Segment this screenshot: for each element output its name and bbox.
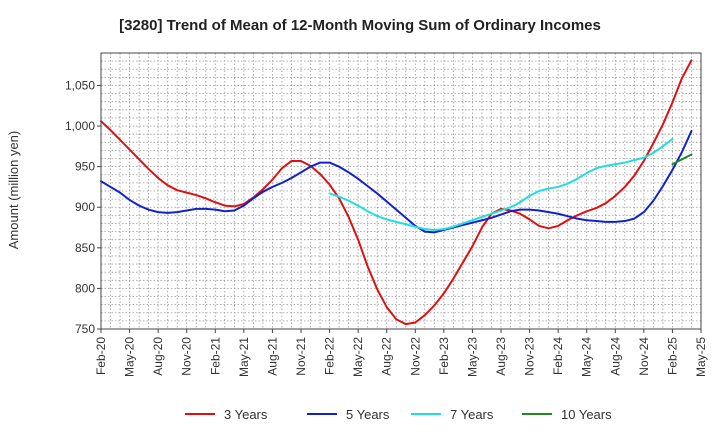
series-line-5-years: [100, 129, 693, 234]
x-tick-label: May-21: [237, 337, 251, 377]
series-lines: [100, 59, 693, 326]
x-tick-label: Nov-24: [637, 337, 651, 376]
x-tick-label: Feb-20: [94, 337, 108, 375]
y-tick-label: 750: [75, 322, 95, 336]
x-tick-label: Nov-22: [408, 337, 422, 376]
x-tick-label: Feb-21: [208, 337, 222, 375]
x-axis-ticks: Feb-20 May-20 Aug-20 Nov-20 Feb-21 May-21 Aug-…: [94, 329, 708, 377]
y-tick-label: 1,050: [65, 78, 95, 92]
series-line-10-years: [671, 153, 693, 166]
x-tick-label: Nov-20: [180, 337, 194, 376]
series-line-7-years: [328, 138, 674, 231]
y-tick-label: 850: [75, 241, 95, 255]
series-line-3-years: [100, 59, 693, 326]
legend: 3 Years 5 Years 7 Years 10 Years: [185, 407, 612, 422]
x-tick-label: Nov-23: [523, 337, 537, 376]
x-tick-label: Feb-25: [665, 337, 679, 375]
x-tick-label: Aug-23: [494, 337, 508, 376]
x-tick-label: Nov-21: [294, 337, 308, 376]
x-tick-label: Feb-24: [551, 337, 565, 375]
x-tick-label: May-22: [351, 337, 365, 377]
x-tick-label: Aug-22: [380, 337, 394, 376]
y-tick-label: 1,000: [65, 119, 95, 133]
grid-lines: [101, 53, 701, 329]
x-tick-label: May-23: [465, 337, 479, 377]
legend-label: 3 Years: [224, 407, 268, 422]
x-tick-label: May-24: [580, 337, 594, 377]
plot-frame: [100, 52, 702, 330]
y-tick-label: 900: [75, 200, 95, 214]
y-axis-label: Amount (million yen): [6, 131, 21, 250]
x-tick-label: May-25: [694, 337, 708, 377]
legend-label: 5 Years: [346, 407, 390, 422]
x-tick-label: Aug-20: [151, 337, 165, 376]
x-tick-label: Feb-22: [323, 337, 337, 375]
x-tick-label: May-20: [123, 337, 137, 377]
x-tick-label: Feb-23: [437, 337, 451, 375]
legend-label: 7 Years: [450, 407, 494, 422]
x-tick-label: Aug-21: [265, 337, 279, 376]
y-tick-label: 800: [75, 281, 95, 295]
legend-label: 10 Years: [561, 407, 612, 422]
y-axis-ticks: 750 800 850 900 950 1,000 1,050: [65, 78, 101, 336]
x-tick-label: Aug-24: [608, 337, 622, 376]
y-tick-label: 950: [75, 160, 95, 174]
chart-title: [3280] Trend of Mean of 12-Month Moving …: [119, 17, 601, 34]
